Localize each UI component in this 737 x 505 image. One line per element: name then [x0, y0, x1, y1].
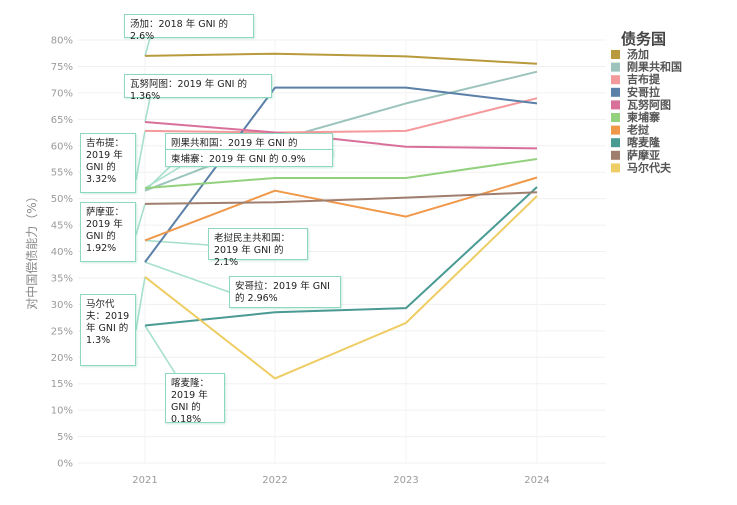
annotation-tonga: 汤加：2018 年 GNI 的 2.6%	[124, 14, 254, 42]
y-tick-label: 20%	[51, 353, 73, 364]
annotation-maldives: 马尔代夫：2019 年 GNI 的 1.3%	[80, 294, 136, 366]
annotation-leader	[144, 325, 176, 374]
series-line	[144, 158, 538, 190]
annotation-leader	[144, 239, 209, 246]
y-tick-label: 45%	[51, 221, 73, 232]
annotation-leader	[144, 166, 181, 189]
annotation-vanuatu: 瓦努阿图：2019 年 GNI 的1.36%	[124, 74, 272, 102]
legend-entry: 瓦努阿图	[627, 97, 671, 111]
series-line	[144, 97, 538, 134]
legend-entry: 汤加	[627, 47, 649, 61]
annotation-samoa: 萨摩亚：2019 年 GNI 的 1.92%	[80, 202, 136, 262]
legend-entry: 萨摩亚	[627, 148, 660, 162]
annotation-cambodia: 柬埔寨：2019 年 GNI 的 0.9%	[165, 149, 333, 167]
legend-swatch	[611, 125, 620, 135]
annotation-leader	[144, 37, 151, 57]
y-tick-label: 80%	[51, 36, 73, 47]
y-tick-label: 75%	[51, 62, 73, 73]
series-line	[144, 191, 538, 205]
legend-swatch	[611, 150, 620, 160]
annotation-leader	[144, 261, 230, 293]
y-tick-label: 50%	[51, 194, 73, 205]
legend-swatch	[611, 113, 620, 122]
annotation-cameroon: 喀麦隆：2019 年 GNI 的 0.18%	[165, 373, 225, 425]
series-line	[144, 176, 538, 242]
legend-swatch	[611, 62, 620, 72]
y-tick-label: 60%	[51, 141, 73, 152]
y-tick-label: 30%	[51, 300, 73, 311]
legend-entry: 喀麦隆	[627, 135, 661, 149]
series-lines	[144, 52, 538, 380]
y-tick-label: 35%	[51, 273, 73, 284]
annotation-leader	[144, 97, 151, 123]
series-line	[144, 195, 538, 380]
legend-entry: 老挝	[626, 123, 650, 137]
y-tick-label: 15%	[51, 379, 73, 390]
series-line	[144, 186, 538, 327]
legend-entry: 柬埔寨	[627, 110, 660, 124]
annotation-laos: 老挝民主共和国：2019 年 GNI 的 2.1%	[208, 228, 308, 268]
y-tick-label: 25%	[51, 326, 73, 337]
y-tick-label: 5%	[57, 432, 73, 443]
annotation-djibouti: 吉布提：2019 年 GNI 的 3.32%	[80, 133, 136, 193]
annotation-leader	[135, 130, 146, 181]
y-tick-label: 0%	[57, 459, 73, 470]
x-axis-ticks: 2021 2022 2023 2024	[132, 475, 549, 486]
series-line	[144, 86, 538, 263]
y-tick-label: 55%	[51, 168, 73, 179]
legend-swatch	[611, 50, 620, 59]
series-line	[144, 52, 538, 65]
legend-entry: 吉布提	[627, 72, 661, 86]
legend-entry: 安哥拉	[627, 85, 660, 99]
legend-swatch	[611, 87, 620, 97]
legend-swatch	[611, 138, 620, 148]
series-line	[144, 121, 538, 150]
x-tick-label: 2021	[132, 475, 157, 486]
y-tick-label: 70%	[51, 88, 73, 99]
legend-entry: 马尔代夫	[627, 160, 672, 174]
y-tick-label: 65%	[51, 115, 73, 126]
grid-lines	[78, 39, 606, 464]
legend-swatch	[611, 163, 620, 173]
annotation-leader	[135, 276, 146, 331]
y-tick-label: 40%	[51, 247, 73, 258]
legend-entry: 刚果共和国	[627, 60, 682, 74]
annotation-leader	[135, 203, 146, 236]
legend-swatch	[611, 75, 620, 85]
annotation-leaders	[135, 37, 230, 374]
x-tick-label: 2022	[262, 475, 287, 486]
legend-swatch	[611, 100, 620, 110]
y-tick-label: 10%	[51, 406, 73, 417]
y-axis-ticks: 0% 5% 10% 15% 20% 25% 30% 35% 40% 45% 50% 55% 60% 65%…	[51, 36, 73, 470]
x-tick-label: 2023	[393, 475, 418, 486]
x-tick-label: 2024	[524, 475, 549, 486]
legend-title: 债务国	[621, 30, 666, 48]
y-axis-label: 对中国偿债能力（%）	[24, 190, 39, 309]
annotation-angola: 安哥拉：2019 年 GNI 的 2.96%	[229, 276, 341, 308]
